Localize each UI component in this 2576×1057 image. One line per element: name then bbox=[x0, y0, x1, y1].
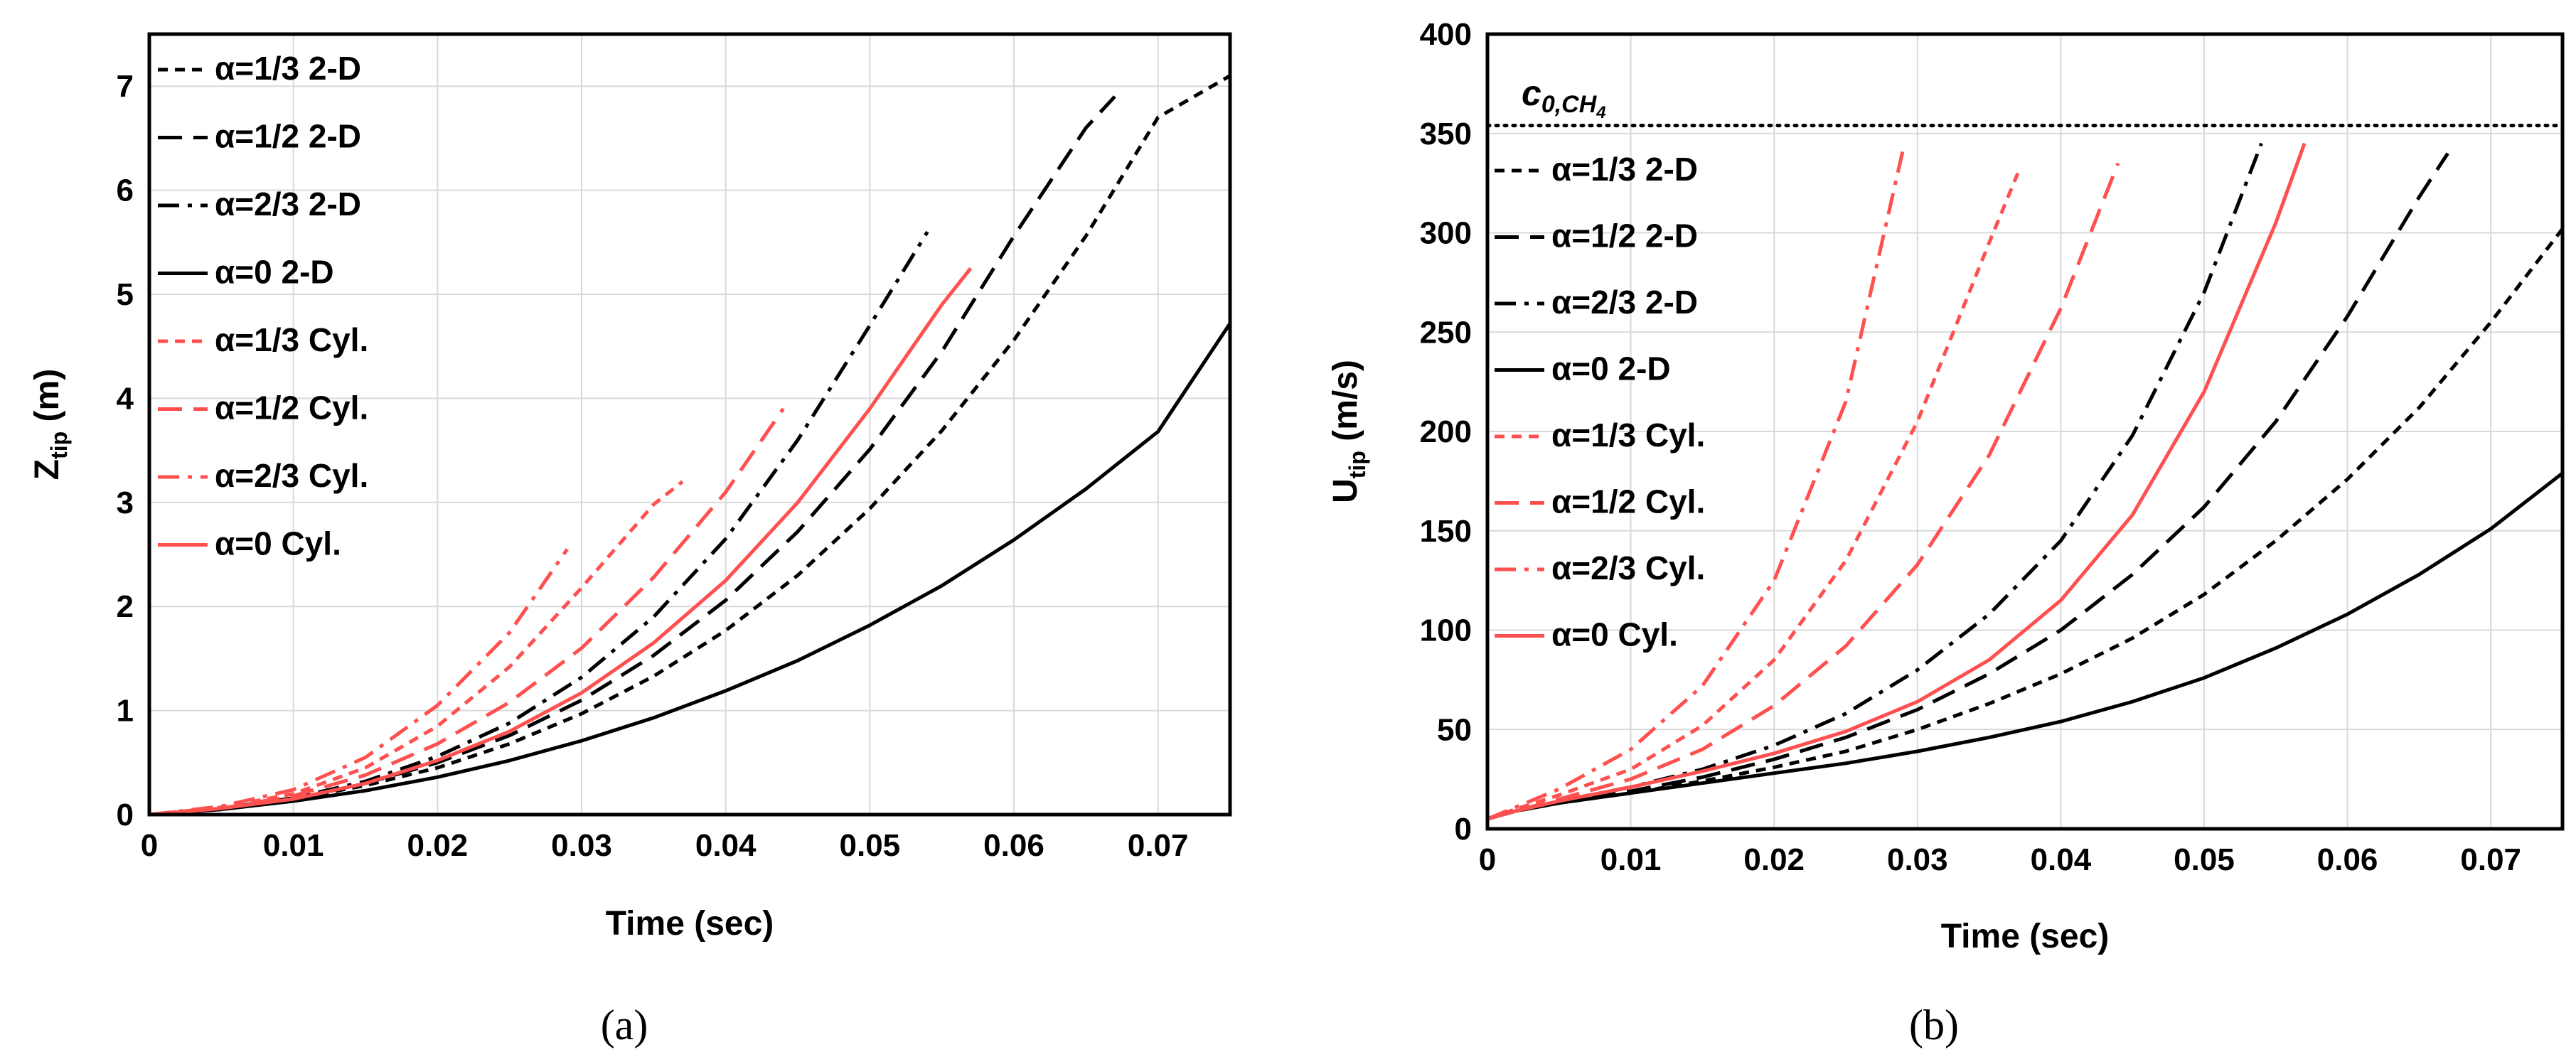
panel-b-y-tick-label: 200 bbox=[1420, 414, 1472, 449]
panel-a-x-tick-label: 0.07 bbox=[1128, 828, 1189, 863]
panel-a-x-tick-label: 0.03 bbox=[551, 828, 612, 863]
panel-a-y-axis-label-sub: tip bbox=[46, 431, 72, 459]
panel-b-reference-label-subsub: 4 bbox=[1596, 103, 1605, 122]
panel-a-legend-label-2: α=2/3 2-D bbox=[215, 186, 361, 222]
panel-b-reference-label: c0,CH4 bbox=[1522, 73, 1606, 122]
panel-b-y-tick-label: 150 bbox=[1420, 514, 1472, 549]
panel-b-series-line-3 bbox=[1487, 471, 2564, 821]
panel-a-series-line-6 bbox=[149, 548, 569, 817]
panel-b-x-tick-label: 0.02 bbox=[1743, 842, 1805, 877]
panel-b-y-tick-label: 0 bbox=[1455, 812, 1472, 847]
panel-a-legend-label-4: α=1/3 Cyl. bbox=[215, 321, 368, 358]
panel-a-y-tick-label: 3 bbox=[117, 485, 134, 520]
panel-b-y-axis-label-sub: tip bbox=[1345, 451, 1370, 478]
panel-b-y-axis-label-unit: (m/s) bbox=[1327, 360, 1364, 451]
panel-a-series-line-3 bbox=[149, 322, 1232, 817]
panel-a-plot-frame bbox=[147, 32, 1232, 817]
panel-b-x-tick-label: 0.04 bbox=[2031, 842, 2092, 877]
panel-a-series-line-1 bbox=[149, 95, 1116, 817]
panel-a-x-tick-label: 0.04 bbox=[695, 828, 757, 863]
panel-a-y-tick-label: 0 bbox=[117, 798, 134, 832]
panel-b-legend-label-7: α=0 Cyl. bbox=[1551, 616, 1678, 653]
panel-a-legend-label-0: α=1/3 2-D bbox=[215, 50, 361, 87]
panel-a-legend-label-7: α=0 Cyl. bbox=[215, 525, 341, 562]
panel-b-series-line-7 bbox=[1487, 142, 2307, 821]
panel-a-x-tick-label: 0.01 bbox=[263, 828, 324, 863]
panel-a-legend-label-6: α=2/3 Cyl. bbox=[215, 457, 368, 494]
panel-b-x-tick-label: 0.06 bbox=[2317, 842, 2378, 877]
panel-b-legend-label-2: α=2/3 2-D bbox=[1551, 284, 1698, 321]
panel-b-ticks: 0 0.01 0.02 0.03 0.04 0.05 0.06 0.07 0 50 100 150 20… bbox=[1420, 17, 2521, 877]
panel-a-x-tick-label: 0.06 bbox=[983, 828, 1044, 863]
panel-b-y-tick-label: 350 bbox=[1420, 117, 1472, 151]
panel-a-x-tick-label: 0.02 bbox=[407, 828, 469, 863]
panel-a-x-axis-label: Time (sec) bbox=[606, 905, 774, 943]
panel-a-ticks: 0 0.01 0.02 0.03 0.04 0.05 0.06 0.07 0 1 2 3 4 5 6 7 bbox=[117, 69, 1189, 863]
panel-a-legend-label-5: α=1/2 Cyl. bbox=[215, 390, 368, 426]
panel-a-y-tick-label: 7 bbox=[117, 69, 134, 104]
panel-b-plot-frame bbox=[1485, 32, 2565, 831]
panel-b-reference-label-main: c bbox=[1522, 73, 1541, 113]
panel-a-y-axis-label: Ztip (m) bbox=[28, 369, 72, 480]
panel-b-legend: α=1/3 2-D α=1/2 2-D α=2/3 2-D α=0 2-D α=1/3 … bbox=[1495, 151, 1705, 653]
panel-b-y-tick-label: 300 bbox=[1420, 216, 1472, 251]
panel-b-series-line-6 bbox=[1487, 149, 1906, 821]
panel-a-x-tick-label: 0.05 bbox=[840, 828, 901, 863]
panel-b-y-tick-label: 400 bbox=[1420, 17, 1472, 52]
panel-a-series bbox=[149, 74, 1232, 817]
panel-b-chart: c0,CH4 0 0.01 0.02 0.03 0.04 0.05 0.06 0.07 0 50 1… bbox=[1327, 17, 2565, 1048]
panel-a-legend: α=1/3 2-D α=1/2 2-D α=2/3 2-D α=0 2-D α=1/3 … bbox=[158, 50, 368, 562]
panel-b-x-tick-label: 0.01 bbox=[1600, 842, 1662, 877]
panel-a-y-tick-label: 1 bbox=[117, 694, 134, 729]
panel-b-y-tick-label: 250 bbox=[1420, 315, 1472, 350]
panel-b-x-axis-label: Time (sec) bbox=[1941, 918, 2110, 955]
panel-a-y-tick-label: 2 bbox=[117, 589, 134, 624]
panel-b-legend-label-6: α=2/3 Cyl. bbox=[1551, 549, 1705, 586]
panel-b-legend-label-5: α=1/2 Cyl. bbox=[1551, 483, 1705, 520]
panel-b-series bbox=[1487, 142, 2564, 821]
panel-b-series-line-4 bbox=[1487, 172, 2020, 821]
panel-a-x-tick-label: 0 bbox=[141, 828, 158, 863]
panel-a-y-tick-label: 5 bbox=[117, 277, 134, 312]
panel-a-grid bbox=[149, 34, 1230, 815]
panel-a-y-axis-label-main: Z bbox=[28, 459, 66, 480]
panel-b-legend-label-4: α=1/3 Cyl. bbox=[1551, 417, 1705, 454]
panel-b-legend-label-1: α=1/2 2-D bbox=[1551, 218, 1698, 254]
panel-b-y-tick-label: 50 bbox=[1437, 712, 1472, 747]
panel-a-y-tick-label: 6 bbox=[117, 173, 134, 208]
panel-a-chart: 0 0.01 0.02 0.03 0.04 0.05 0.06 0.07 0 1 2 3 4 5 6 7 α=… bbox=[28, 32, 1232, 1048]
panel-b-x-tick-label: 0.05 bbox=[2174, 842, 2235, 877]
panel-a-label: (a) bbox=[601, 1002, 648, 1048]
panel-b-x-tick-label: 0.03 bbox=[1887, 842, 1948, 877]
panel-b-y-axis-label: Utip (m/s) bbox=[1327, 360, 1370, 503]
panel-b-x-tick-label: 0.07 bbox=[2460, 842, 2521, 877]
panel-a-series-line-7 bbox=[149, 267, 973, 817]
panel-a-legend-label-3: α=0 2-D bbox=[215, 254, 334, 291]
panel-b-legend-label-3: α=0 2-D bbox=[1551, 350, 1671, 387]
panel-b-reference-label-sub: 0,CH bbox=[1541, 91, 1598, 118]
panel-a-legend-label-1: α=1/2 2-D bbox=[215, 118, 361, 155]
panel-b-x-tick-label: 0 bbox=[1479, 842, 1496, 877]
panel-b-y-tick-label: 100 bbox=[1420, 613, 1472, 648]
panel-a-series-line-0 bbox=[149, 74, 1231, 817]
panel-b-legend-label-0: α=1/3 2-D bbox=[1551, 151, 1698, 188]
panel-a-y-axis-label-unit: (m) bbox=[28, 369, 66, 431]
panel-a-series-line-2 bbox=[149, 230, 929, 817]
panel-b-y-axis-label-main: U bbox=[1327, 478, 1364, 503]
panel-a-y-tick-label: 4 bbox=[117, 381, 134, 416]
panel-b-label: (b) bbox=[1909, 1002, 1959, 1048]
